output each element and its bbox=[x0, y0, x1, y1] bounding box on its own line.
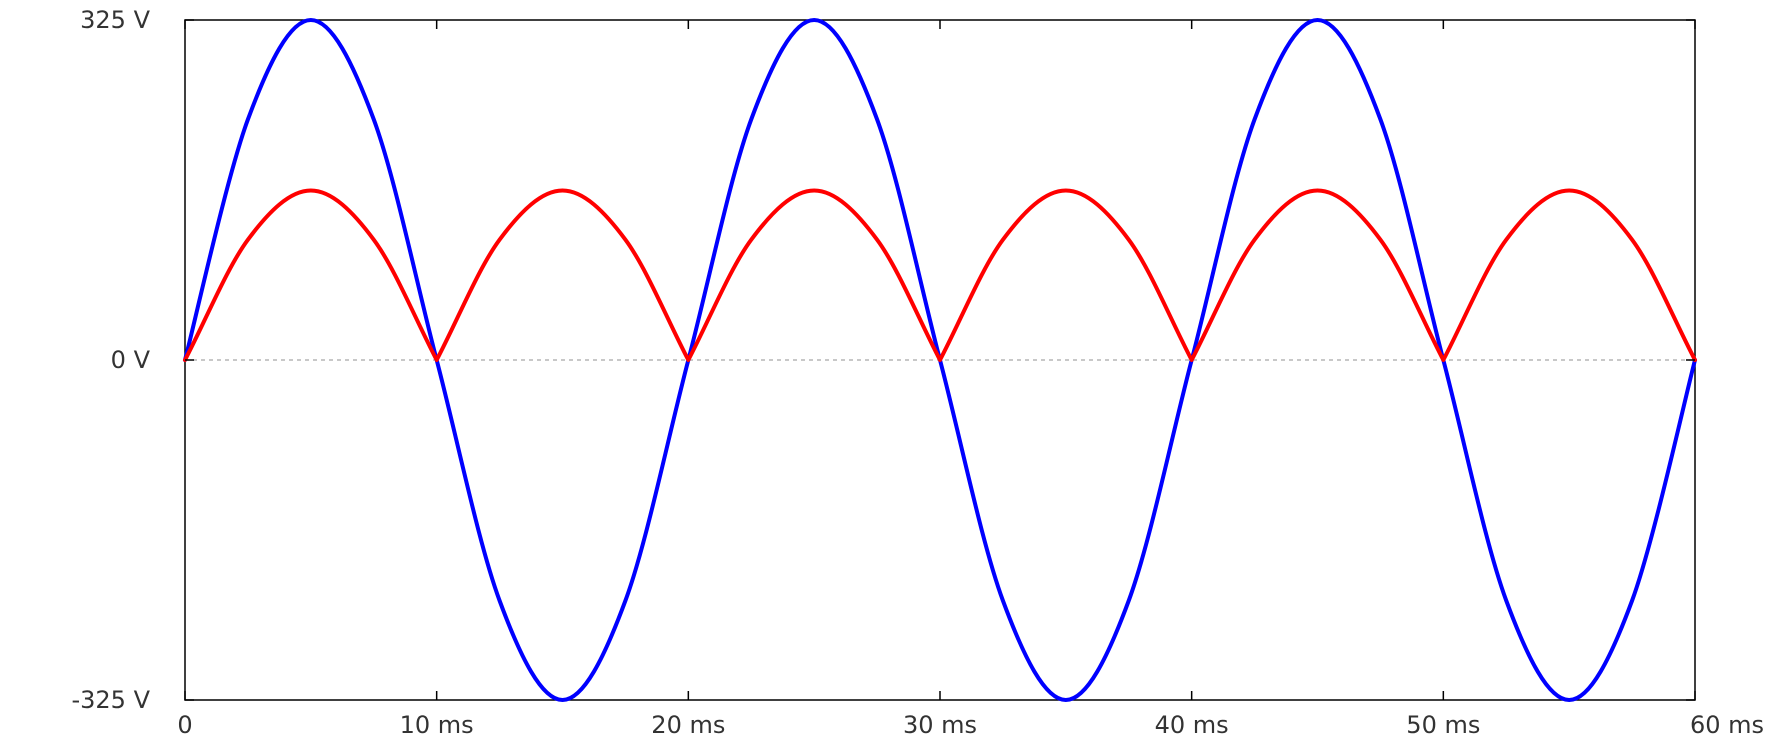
x-tick-label: 30 ms bbox=[903, 711, 977, 738]
x-tick-label: 10 ms bbox=[400, 711, 474, 738]
y-tick-label: 325 V bbox=[80, 6, 150, 34]
y-axis: 325 V 0 V -325 V bbox=[71, 6, 1695, 714]
x-axis: 0 10 ms 20 ms 30 ms 40 ms 50 ms 60 ms bbox=[177, 20, 1764, 738]
series-layer bbox=[183, 18, 1697, 702]
x-tick-label: 40 ms bbox=[1155, 711, 1229, 738]
x-tick-label: 50 ms bbox=[1406, 711, 1480, 738]
x-tick-label: 20 ms bbox=[651, 711, 725, 738]
x-tick-label: 0 bbox=[177, 711, 192, 738]
y-tick-label: -325 V bbox=[71, 686, 150, 714]
x-tick-label: 60 ms bbox=[1690, 711, 1764, 738]
y-tick-label: 0 V bbox=[111, 346, 151, 374]
series-line-2 bbox=[183, 188, 1697, 362]
